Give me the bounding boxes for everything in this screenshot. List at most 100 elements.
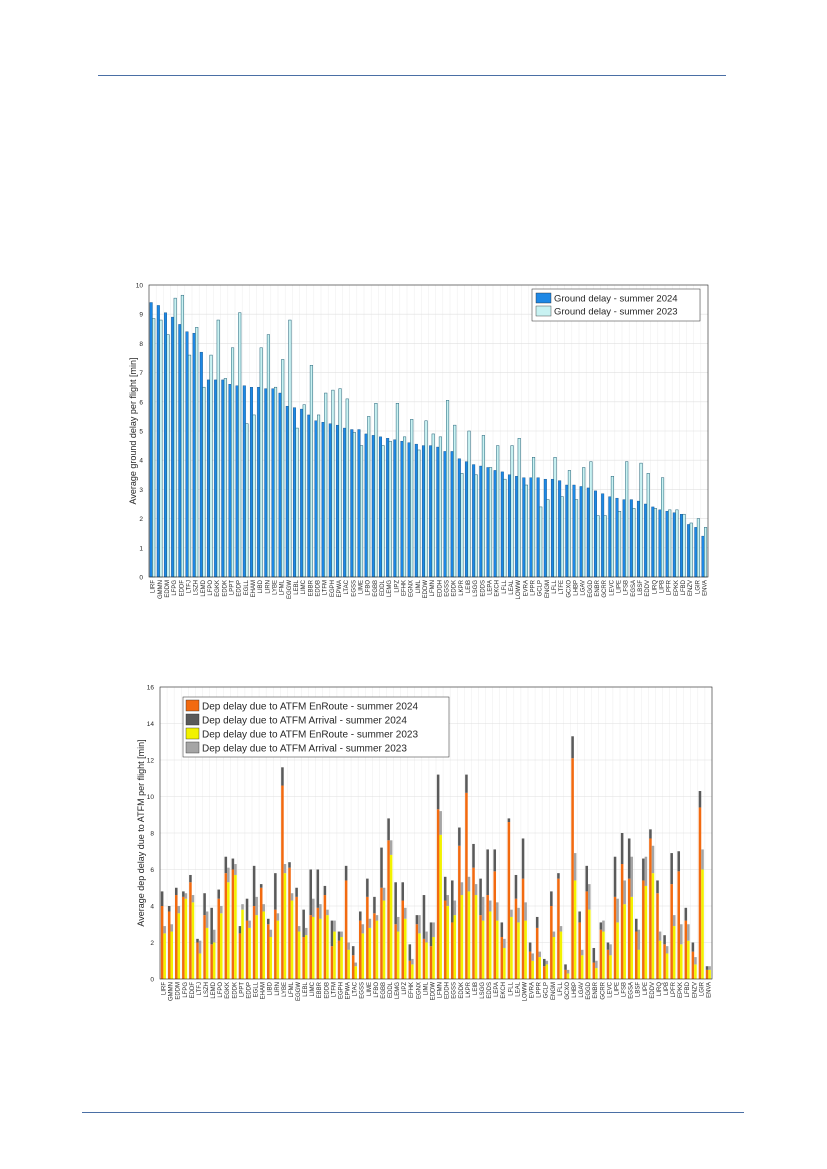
x-tick-label: EDDF bbox=[179, 580, 185, 597]
x-tick-label: LIBD bbox=[268, 981, 274, 995]
bar-arrival-2024 bbox=[167, 906, 171, 912]
bar-arrival-2024 bbox=[592, 947, 596, 963]
bar-arrival-2024 bbox=[606, 942, 610, 950]
bar-arrival-2024 bbox=[543, 958, 546, 967]
bar-arrival-2023 bbox=[708, 966, 711, 970]
x-tick-label: LHBP bbox=[572, 982, 578, 998]
x-tick-label: EDDM bbox=[165, 580, 171, 598]
x-tick-label: EPWA bbox=[337, 580, 343, 597]
bar-enroute-2024 bbox=[267, 924, 270, 979]
bar-enroute-2024 bbox=[196, 942, 199, 979]
x-tick-label: GCLP bbox=[544, 982, 550, 998]
y-tick-label: 10 bbox=[136, 283, 144, 290]
bar-enroute-2024 bbox=[359, 920, 362, 979]
bar-enroute-2024 bbox=[309, 915, 313, 979]
x-tick-label: EDDL bbox=[388, 981, 394, 998]
bar-arrival-2023 bbox=[474, 884, 478, 896]
bar-arrival-2024 bbox=[698, 791, 702, 808]
x-tick-label: EDDP bbox=[246, 982, 252, 999]
bar-enroute-2024 bbox=[649, 838, 652, 979]
bar-arrival-2023 bbox=[333, 920, 336, 932]
bar-enroute-2023 bbox=[708, 969, 711, 979]
bar-enroute-2023 bbox=[241, 909, 244, 979]
bar-arrival-2023 bbox=[312, 898, 315, 917]
bar-enroute-2023 bbox=[453, 915, 457, 979]
x-tick-label: LEIB bbox=[473, 982, 479, 995]
bar-arrival-2023 bbox=[481, 896, 485, 921]
x-tick-label: EDDW bbox=[430, 982, 436, 1001]
y-tick-label: 7 bbox=[139, 370, 143, 377]
x-tick-label: LFMN bbox=[438, 982, 444, 998]
bar-arrival-2024 bbox=[224, 856, 228, 874]
bar-enroute-2024 bbox=[451, 922, 454, 979]
bar-enroute-2023 bbox=[205, 927, 209, 979]
bar-arrival-2024 bbox=[175, 887, 178, 896]
bar-arrival-2024 bbox=[507, 818, 511, 823]
legend bbox=[182, 696, 450, 758]
bar-arrival-2023 bbox=[467, 876, 471, 892]
y-tick-label: 9 bbox=[139, 312, 143, 319]
bar-arrival-2024 bbox=[394, 882, 397, 925]
x-tick-label: EGBB bbox=[381, 982, 387, 999]
legend-swatch bbox=[185, 713, 200, 726]
bar-arrival-2023 bbox=[538, 951, 542, 958]
bar-enroute-2023 bbox=[425, 942, 428, 979]
bar-arrival-2024 bbox=[274, 873, 277, 910]
bar-arrival-2023 bbox=[488, 900, 492, 912]
x-tick-label: EDDS bbox=[480, 580, 486, 597]
bar-arrival-2023 bbox=[234, 864, 237, 875]
x-tick-label: LPPT bbox=[229, 580, 235, 595]
bar-enroute-2023 bbox=[672, 926, 676, 979]
bar-arrival-2023 bbox=[262, 904, 266, 912]
bar-enroute-2023 bbox=[538, 957, 542, 979]
bar-enroute-2023 bbox=[170, 931, 174, 979]
y-axis-label: Average ground delay per flight [min] bbox=[128, 358, 138, 505]
x-tick-label: LSZH bbox=[204, 982, 210, 997]
x-tick-label: LTFM bbox=[331, 982, 337, 997]
bar-arrival-2023 bbox=[319, 904, 322, 919]
y-tick-label: 4 bbox=[139, 458, 143, 465]
bar-enroute-2023 bbox=[488, 911, 492, 979]
x-tick-label: ENVA bbox=[706, 982, 712, 998]
bar-enroute-2024 bbox=[182, 896, 185, 979]
x-tick-label: LPPT bbox=[239, 982, 245, 997]
bar-arrival-2024 bbox=[408, 944, 412, 961]
bar-enroute-2023 bbox=[531, 960, 534, 979]
bar-arrival-2023 bbox=[297, 926, 301, 932]
x-tick-label: LFSB bbox=[624, 580, 630, 595]
bar-arrival-2024 bbox=[366, 878, 369, 897]
x-tick-label: GMMN bbox=[169, 982, 175, 1001]
bar-enroute-2023 bbox=[418, 933, 421, 979]
bar-enroute-2023 bbox=[269, 937, 273, 979]
bar-arrival-2023 bbox=[432, 922, 435, 938]
y-tick-label: 2 bbox=[150, 940, 154, 947]
bar-arrival-2024 bbox=[656, 880, 659, 894]
bar-arrival-2024 bbox=[182, 891, 185, 897]
bar-enroute-2023 bbox=[701, 869, 704, 979]
bar-arrival-2023 bbox=[184, 893, 188, 899]
x-tick-label: LEAL bbox=[515, 981, 521, 996]
bar-arrival-2023 bbox=[411, 958, 414, 965]
legend-label: Ground delay - summer 2024 bbox=[554, 294, 678, 305]
bar-enroute-2023 bbox=[354, 966, 358, 979]
bar-enroute-2023 bbox=[184, 898, 188, 979]
bar-enroute-2023 bbox=[665, 953, 669, 979]
x-tick-label: EDDS bbox=[487, 982, 493, 999]
x-tick-label: LFLL bbox=[558, 981, 564, 995]
x-tick-label: EGGW bbox=[287, 580, 293, 599]
x-tick-label: LTFJ bbox=[197, 982, 203, 995]
x-tick-label: LFPO bbox=[208, 580, 214, 596]
bar-enroute-2023 bbox=[517, 922, 520, 979]
x-tick-label: LOWW bbox=[522, 982, 528, 1002]
bar-enroute-2024 bbox=[344, 880, 348, 979]
bar-arrival-2023 bbox=[545, 960, 549, 965]
bar-enroute-2023 bbox=[439, 834, 442, 979]
x-tick-label: GCLP bbox=[538, 580, 544, 596]
x-tick-label: EDDL bbox=[380, 579, 386, 596]
x-tick-label: LIBD bbox=[258, 579, 264, 593]
bar-enroute-2024 bbox=[656, 893, 659, 979]
bar-arrival-2023 bbox=[517, 907, 520, 923]
bar-enroute-2024 bbox=[394, 924, 397, 979]
x-tick-label: EDDH bbox=[445, 982, 451, 999]
bar-enroute-2023 bbox=[524, 920, 527, 979]
